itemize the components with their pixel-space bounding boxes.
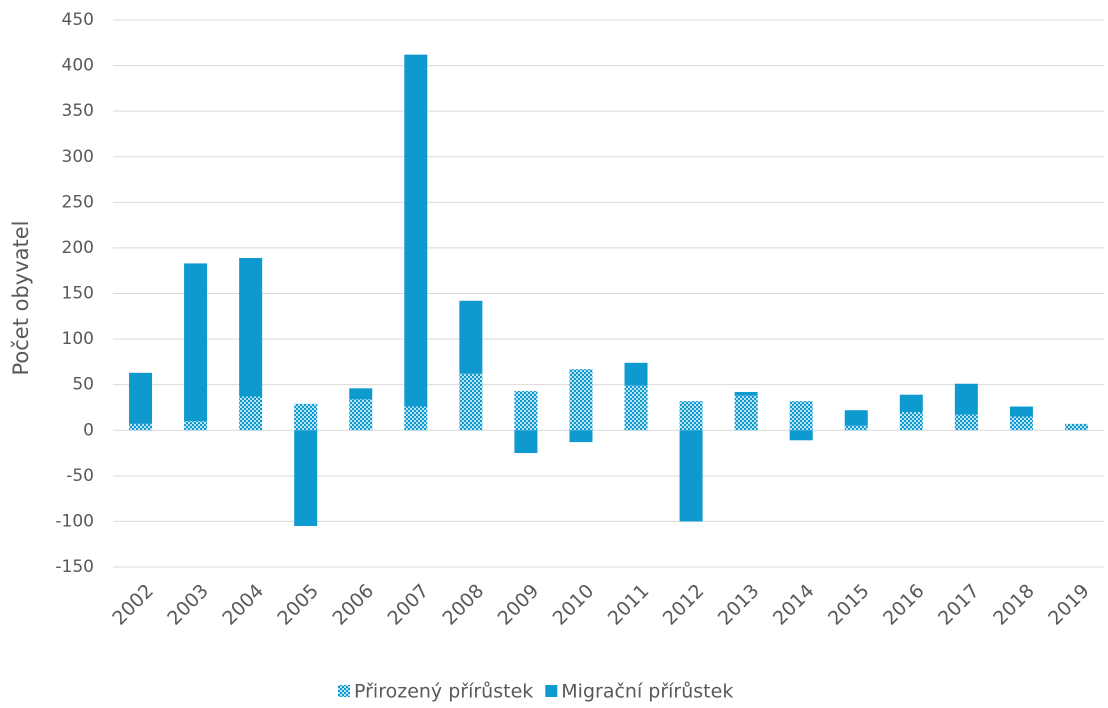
y-tick-label: 300	[62, 147, 94, 167]
bar-segment	[899, 412, 923, 431]
y-tick-label: 0	[83, 420, 94, 440]
x-tick-label: 2009	[494, 580, 544, 630]
bar-segment	[129, 372, 153, 424]
x-tick-label: 2008	[439, 580, 489, 630]
bar-segment	[789, 430, 813, 441]
bar-segment	[404, 54, 428, 407]
bar-segment	[1009, 406, 1033, 417]
x-tick-label: 2007	[383, 580, 433, 630]
legend-swatch	[545, 685, 558, 697]
y-tick-label: -100	[55, 511, 94, 531]
bar-segment	[954, 383, 978, 415]
x-tick-label: 2017	[934, 580, 984, 630]
x-tick-label: 2014	[769, 580, 819, 630]
y-tick-label: 150	[62, 284, 94, 304]
bar-segment	[569, 369, 593, 431]
bar-segment	[734, 391, 758, 396]
bar-segment	[679, 401, 703, 431]
y-tick-label: 400	[62, 56, 94, 76]
bar-segment	[239, 257, 263, 397]
legend-label: Migrační přírůstek	[561, 681, 733, 703]
y-tick-label: 200	[62, 238, 94, 258]
y-tick-label: 100	[62, 329, 94, 349]
bar-segment	[459, 300, 483, 374]
bar-segment	[789, 401, 813, 431]
x-tick-label: 2002	[108, 580, 158, 630]
bar-segment	[1009, 416, 1033, 431]
bar-segment	[624, 385, 648, 431]
y-tick-label: 50	[72, 375, 94, 395]
bar-segment	[184, 421, 208, 431]
bar-segment	[899, 394, 923, 413]
bar-segment	[184, 263, 208, 422]
x-tick-label: 2012	[659, 580, 709, 630]
bar-segment	[129, 423, 153, 431]
bar-segment	[954, 414, 978, 431]
bar-segment	[569, 430, 593, 443]
bar-segment	[844, 425, 868, 431]
bar-segment	[514, 430, 538, 454]
x-tick-label: 2013	[714, 580, 764, 630]
x-tick-label: 2018	[989, 580, 1039, 630]
x-tick-label: 2019	[1044, 580, 1094, 630]
bar-segment	[349, 399, 373, 431]
legend-label: Přirozený přírůstek	[354, 681, 533, 703]
y-tick-label: -150	[55, 557, 94, 577]
x-tick-label: 2005	[273, 580, 323, 630]
bar-segment	[734, 395, 758, 431]
x-tick-label: 2010	[549, 580, 599, 630]
x-tick-label: 2006	[328, 580, 378, 630]
x-tick-label: 2016	[879, 580, 929, 630]
x-tick-label: 2015	[824, 580, 874, 630]
bar-segment	[239, 396, 263, 431]
y-tick-label: -50	[66, 466, 94, 486]
y-tick-label: 350	[62, 101, 94, 121]
bar-segment	[459, 373, 483, 431]
bar-segment	[294, 403, 318, 431]
bar-segment	[404, 406, 428, 431]
bar-segment	[294, 430, 318, 526]
legend-swatch	[338, 685, 350, 697]
bar-segment	[844, 410, 868, 426]
x-tick-label: 2003	[163, 580, 213, 630]
bar-segment	[679, 430, 703, 522]
x-tick-label: 2011	[604, 580, 654, 630]
y-tick-label: 250	[62, 192, 94, 212]
y-axis-label: Počet obyvatel	[9, 220, 33, 375]
bar-segment	[514, 391, 538, 431]
x-tick-label: 2004	[218, 580, 268, 630]
bar-segment	[624, 362, 648, 386]
y-tick-label: 450	[62, 10, 94, 30]
bar-segment	[349, 388, 373, 400]
bar-segment	[1064, 423, 1088, 431]
